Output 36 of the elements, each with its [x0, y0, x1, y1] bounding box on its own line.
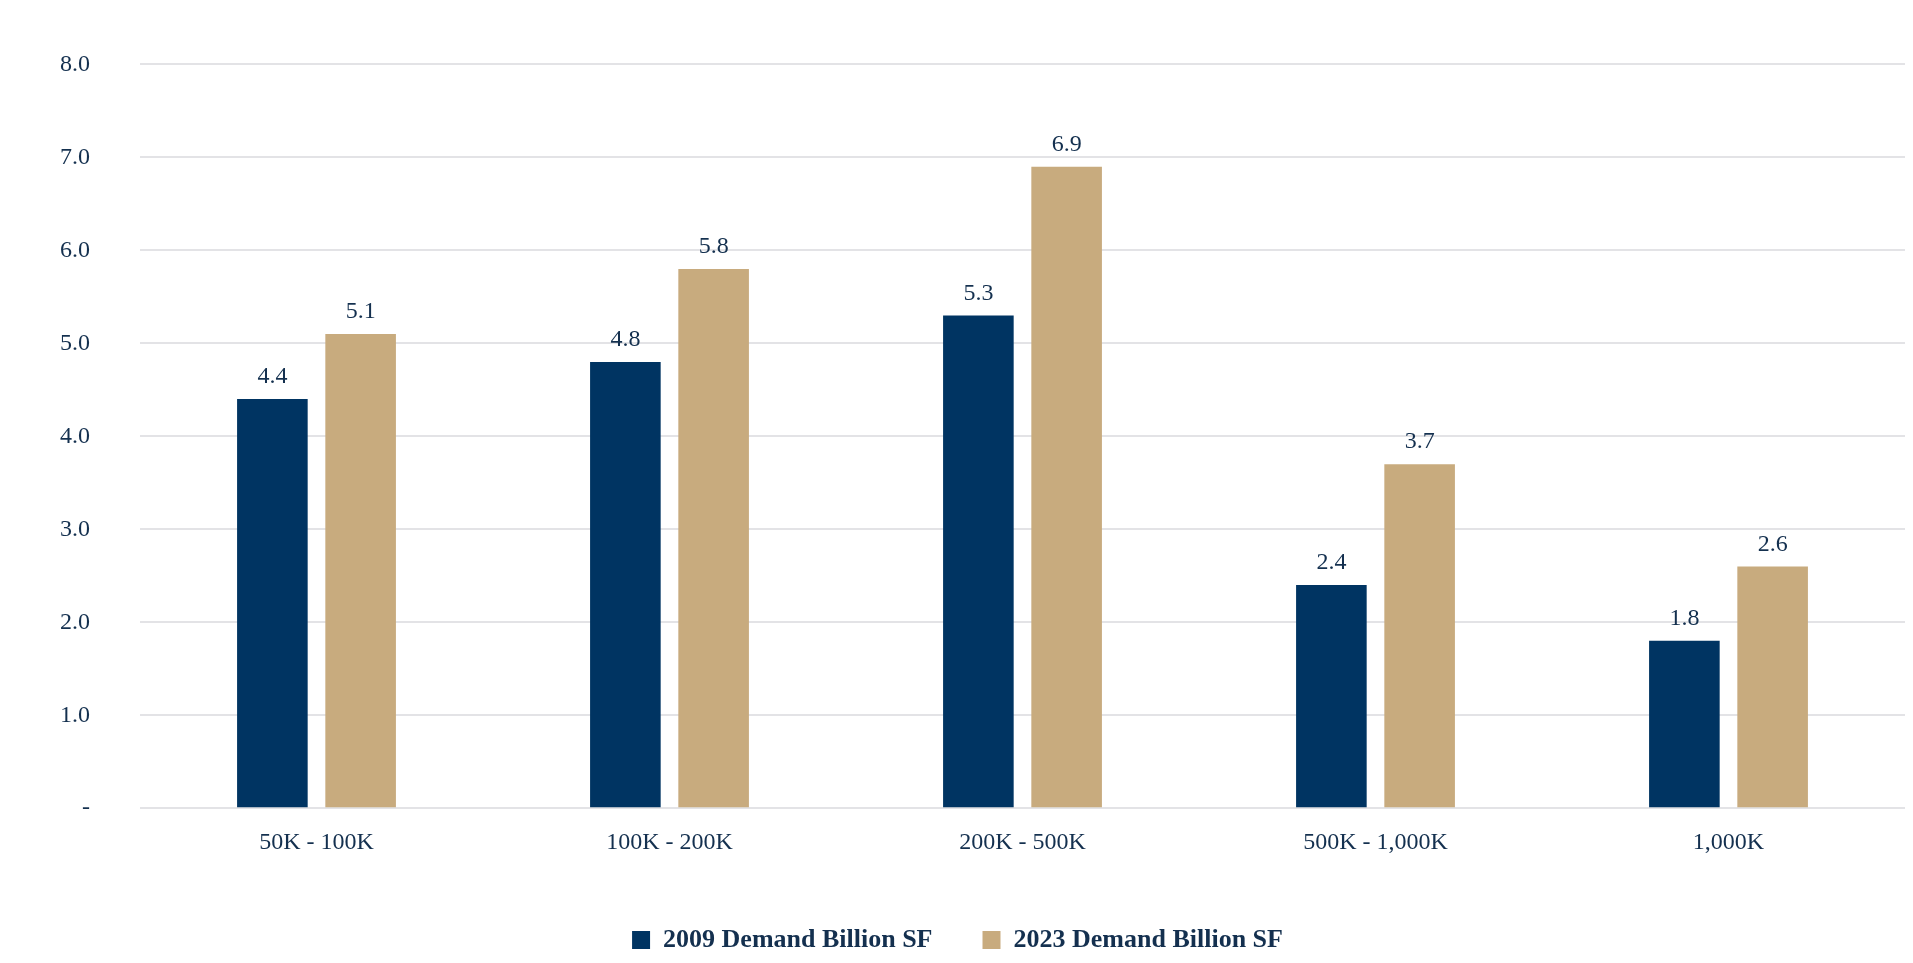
data-label: 5.1 [345, 297, 376, 324]
data-label: 2.6 [1757, 529, 1788, 556]
data-label: 5.8 [698, 232, 729, 259]
bar [325, 334, 396, 808]
data-label: 4.4 [257, 362, 288, 389]
y-tick-label: - [82, 793, 90, 820]
legend-label: 2023 Demand Billion SF [1013, 923, 1283, 953]
y-tick-label: 8.0 [60, 49, 90, 76]
bar [1649, 640, 1720, 808]
bar [590, 361, 661, 808]
y-tick-label: 4.0 [60, 421, 90, 448]
y-tick-label: 7.0 [60, 142, 90, 169]
data-label: 5.3 [963, 278, 994, 305]
data-label: 6.9 [1051, 129, 1082, 156]
bar [1031, 166, 1102, 808]
x-tick-label: 500K - 1,000K [1303, 827, 1449, 854]
x-tick-label: 50K - 100K [259, 827, 375, 854]
y-tick-label: 3.0 [60, 514, 90, 541]
bar [678, 268, 749, 808]
data-label: 4.8 [610, 325, 641, 352]
data-label: 1.8 [1669, 604, 1700, 631]
legend-label: 2009 Demand Billion SF [663, 923, 933, 953]
data-label: 3.7 [1404, 427, 1435, 454]
bar [1737, 566, 1808, 808]
y-tick-label: 6.0 [60, 235, 90, 262]
y-tick-label: 5.0 [60, 328, 90, 355]
data-label: 2.4 [1316, 548, 1347, 575]
x-tick-label: 100K - 200K [606, 827, 734, 854]
x-tick-label: 200K - 500K [959, 827, 1087, 854]
bar [1296, 585, 1367, 808]
bar [237, 399, 308, 808]
x-tick-label: 1,000K [1692, 827, 1765, 854]
y-tick-label: 1.0 [60, 700, 90, 727]
bar [943, 315, 1014, 808]
bar [1384, 464, 1455, 808]
y-tick-label: 2.0 [60, 607, 90, 634]
